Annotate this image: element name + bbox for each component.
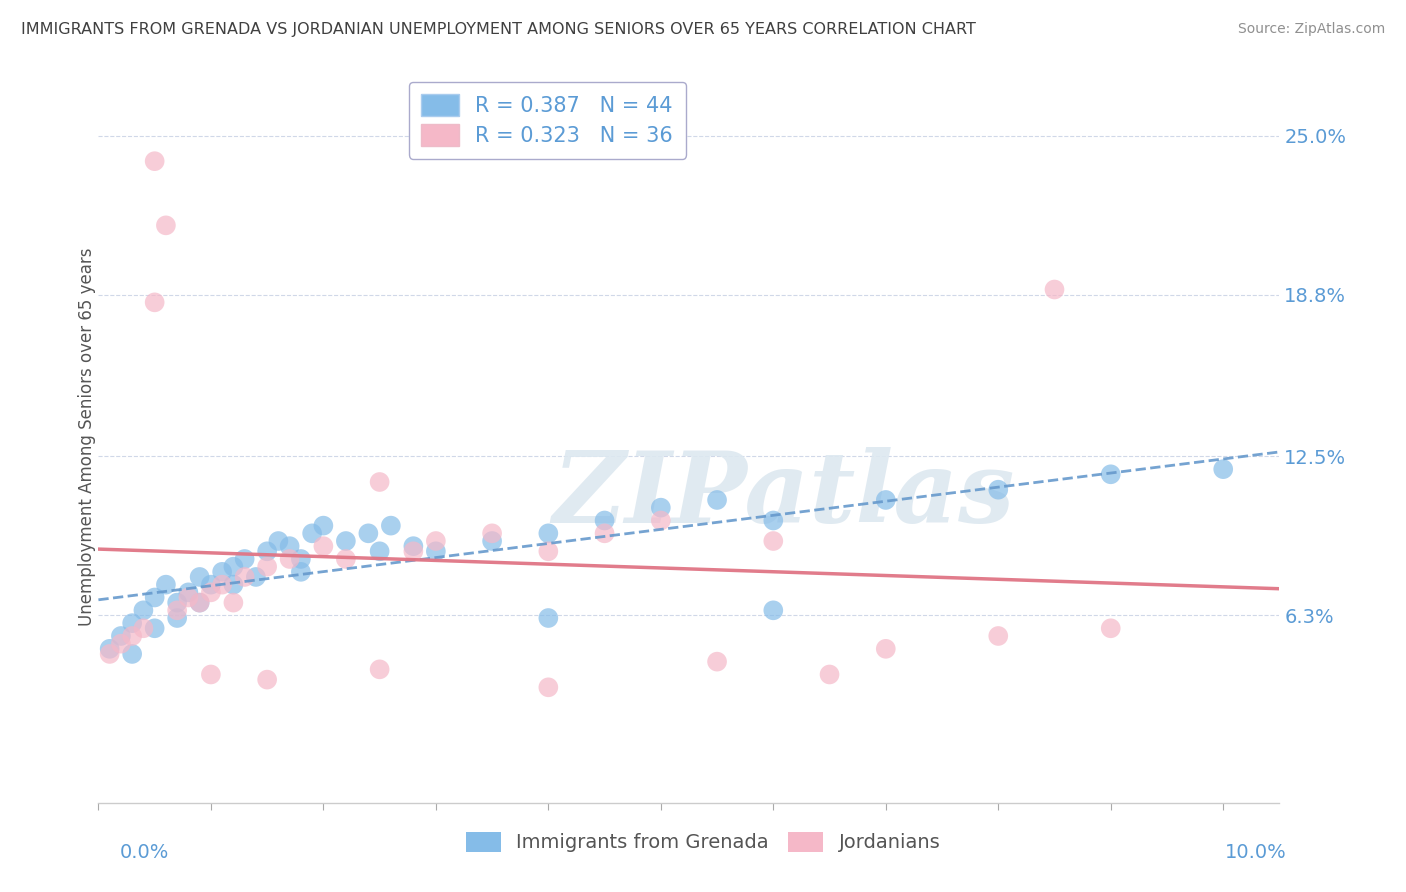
Point bbox=[706, 492, 728, 507]
Point bbox=[335, 552, 357, 566]
Point bbox=[222, 577, 245, 591]
Point bbox=[98, 647, 121, 661]
Point bbox=[368, 662, 391, 676]
Legend: Immigrants from Grenada, Jordanians: Immigrants from Grenada, Jordanians bbox=[458, 824, 948, 860]
Point bbox=[245, 570, 267, 584]
Point bbox=[312, 518, 335, 533]
Point bbox=[357, 526, 380, 541]
Point bbox=[987, 629, 1010, 643]
Point bbox=[818, 667, 841, 681]
Point bbox=[312, 539, 335, 553]
Point bbox=[537, 544, 560, 558]
Point bbox=[875, 641, 897, 656]
Point bbox=[256, 559, 278, 574]
Point bbox=[222, 596, 245, 610]
Text: Source: ZipAtlas.com: Source: ZipAtlas.com bbox=[1237, 22, 1385, 37]
Point bbox=[1212, 462, 1234, 476]
Point bbox=[481, 526, 503, 541]
Point bbox=[593, 514, 616, 528]
Text: 10.0%: 10.0% bbox=[1225, 843, 1286, 862]
Point bbox=[706, 655, 728, 669]
Point bbox=[537, 611, 560, 625]
Point bbox=[222, 559, 245, 574]
Point bbox=[200, 577, 222, 591]
Point bbox=[762, 514, 785, 528]
Point bbox=[98, 641, 121, 656]
Point bbox=[200, 585, 222, 599]
Point bbox=[188, 570, 211, 584]
Point bbox=[1043, 283, 1066, 297]
Point bbox=[121, 647, 143, 661]
Point bbox=[537, 681, 560, 695]
Point bbox=[290, 552, 312, 566]
Point bbox=[402, 544, 425, 558]
Point bbox=[278, 552, 301, 566]
Point bbox=[121, 616, 143, 631]
Point bbox=[425, 544, 447, 558]
Point bbox=[425, 534, 447, 549]
Point bbox=[593, 526, 616, 541]
Point bbox=[166, 611, 188, 625]
Point bbox=[267, 534, 290, 549]
Point bbox=[132, 603, 155, 617]
Point bbox=[368, 475, 391, 489]
Point bbox=[166, 596, 188, 610]
Text: ZIPatlas: ZIPatlas bbox=[553, 448, 1015, 544]
Point bbox=[335, 534, 357, 549]
Point bbox=[233, 570, 256, 584]
Point bbox=[200, 667, 222, 681]
Point bbox=[402, 539, 425, 553]
Point bbox=[110, 629, 132, 643]
Point bbox=[177, 591, 200, 605]
Point bbox=[188, 596, 211, 610]
Point bbox=[1099, 467, 1122, 482]
Point bbox=[121, 629, 143, 643]
Point bbox=[143, 621, 166, 635]
Point bbox=[537, 526, 560, 541]
Point bbox=[143, 295, 166, 310]
Point bbox=[650, 514, 672, 528]
Point bbox=[166, 603, 188, 617]
Point bbox=[380, 518, 402, 533]
Point bbox=[110, 637, 132, 651]
Point bbox=[211, 577, 233, 591]
Point bbox=[762, 534, 785, 549]
Point bbox=[233, 552, 256, 566]
Point bbox=[155, 219, 177, 233]
Point bbox=[368, 544, 391, 558]
Point bbox=[188, 596, 211, 610]
Point bbox=[132, 621, 155, 635]
Point bbox=[481, 534, 503, 549]
Point bbox=[211, 565, 233, 579]
Point bbox=[143, 591, 166, 605]
Point bbox=[278, 539, 301, 553]
Legend: R = 0.387   N = 44, R = 0.323   N = 36: R = 0.387 N = 44, R = 0.323 N = 36 bbox=[409, 82, 686, 159]
Point bbox=[875, 492, 897, 507]
Point bbox=[987, 483, 1010, 497]
Y-axis label: Unemployment Among Seniors over 65 years: Unemployment Among Seniors over 65 years bbox=[79, 248, 96, 626]
Point bbox=[650, 500, 672, 515]
Text: IMMIGRANTS FROM GRENADA VS JORDANIAN UNEMPLOYMENT AMONG SENIORS OVER 65 YEARS CO: IMMIGRANTS FROM GRENADA VS JORDANIAN UNE… bbox=[21, 22, 976, 37]
Point bbox=[1099, 621, 1122, 635]
Point bbox=[143, 154, 166, 169]
Point bbox=[290, 565, 312, 579]
Point bbox=[155, 577, 177, 591]
Point bbox=[256, 673, 278, 687]
Point bbox=[301, 526, 323, 541]
Point bbox=[762, 603, 785, 617]
Text: 0.0%: 0.0% bbox=[120, 843, 169, 862]
Point bbox=[256, 544, 278, 558]
Point bbox=[177, 585, 200, 599]
